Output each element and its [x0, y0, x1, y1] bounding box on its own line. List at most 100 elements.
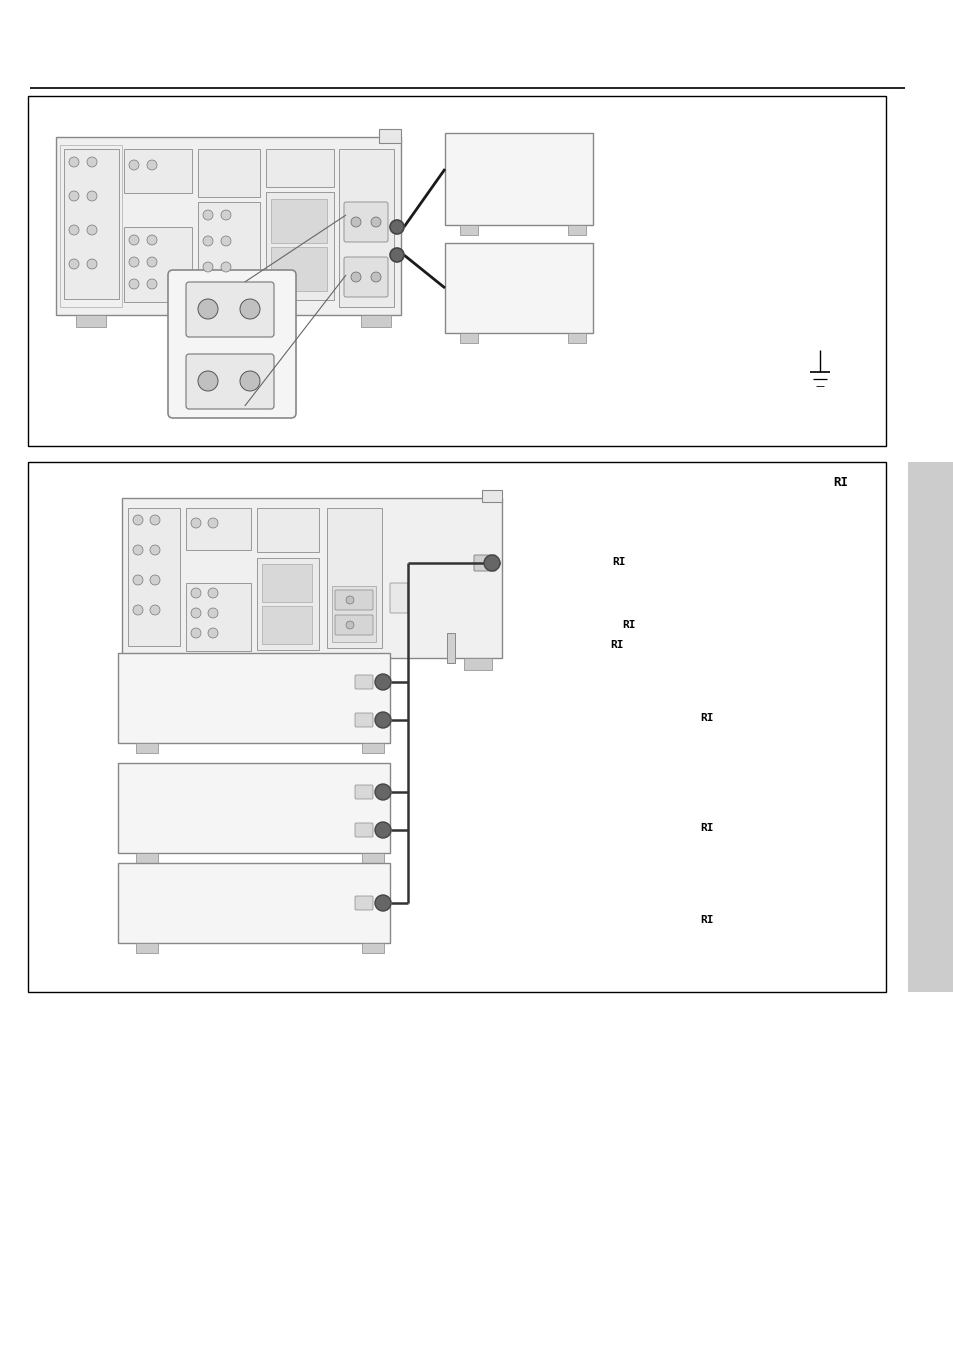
FancyBboxPatch shape: [355, 713, 373, 727]
Bar: [378, 128, 400, 143]
Bar: [136, 943, 158, 952]
Bar: [124, 149, 192, 193]
Circle shape: [208, 517, 218, 528]
Circle shape: [147, 235, 157, 245]
Circle shape: [375, 674, 391, 690]
FancyBboxPatch shape: [355, 823, 373, 838]
FancyBboxPatch shape: [355, 896, 373, 911]
Bar: [444, 243, 593, 332]
Bar: [444, 132, 593, 226]
FancyBboxPatch shape: [390, 584, 408, 613]
Bar: [271, 199, 327, 243]
Bar: [28, 462, 885, 992]
Circle shape: [87, 157, 97, 168]
Bar: [136, 852, 158, 863]
Circle shape: [69, 157, 79, 168]
Circle shape: [129, 280, 139, 289]
Text: RI: RI: [621, 620, 635, 630]
Bar: [567, 226, 585, 235]
Circle shape: [191, 628, 201, 638]
Circle shape: [346, 596, 354, 604]
FancyBboxPatch shape: [335, 615, 373, 635]
Text: RI: RI: [832, 476, 847, 489]
Circle shape: [203, 209, 213, 220]
Bar: [271, 247, 327, 290]
Circle shape: [371, 218, 380, 227]
Bar: [463, 658, 492, 670]
Text: RI: RI: [609, 640, 623, 650]
Circle shape: [208, 628, 218, 638]
FancyBboxPatch shape: [186, 282, 274, 336]
Bar: [459, 226, 477, 235]
Circle shape: [191, 517, 201, 528]
Circle shape: [240, 372, 260, 390]
Circle shape: [150, 605, 160, 615]
Circle shape: [69, 190, 79, 201]
Circle shape: [198, 299, 218, 319]
Bar: [266, 149, 334, 186]
Text: RI: RI: [700, 713, 713, 723]
FancyBboxPatch shape: [335, 590, 373, 611]
Circle shape: [129, 257, 139, 267]
Circle shape: [132, 605, 143, 615]
Circle shape: [132, 515, 143, 526]
Bar: [256, 558, 318, 650]
Circle shape: [69, 259, 79, 269]
FancyBboxPatch shape: [186, 354, 274, 409]
Bar: [262, 563, 312, 603]
Bar: [124, 227, 192, 303]
FancyBboxPatch shape: [344, 257, 388, 297]
Bar: [56, 136, 400, 315]
Circle shape: [390, 249, 403, 262]
Bar: [567, 332, 585, 343]
Circle shape: [147, 159, 157, 170]
Circle shape: [208, 588, 218, 598]
Bar: [327, 508, 381, 648]
Bar: [447, 634, 455, 663]
FancyBboxPatch shape: [355, 785, 373, 798]
Bar: [28, 96, 885, 446]
Bar: [118, 863, 390, 943]
Circle shape: [69, 226, 79, 235]
Bar: [186, 508, 251, 550]
Bar: [338, 149, 394, 307]
Bar: [122, 499, 501, 658]
Circle shape: [147, 280, 157, 289]
Circle shape: [150, 576, 160, 585]
Bar: [361, 943, 384, 952]
Text: RI: RI: [700, 915, 713, 925]
FancyBboxPatch shape: [474, 555, 496, 571]
Circle shape: [87, 226, 97, 235]
Bar: [198, 203, 260, 303]
Circle shape: [371, 272, 380, 282]
Bar: [481, 490, 501, 503]
Circle shape: [129, 235, 139, 245]
Bar: [360, 315, 391, 327]
Bar: [118, 653, 390, 743]
Circle shape: [203, 262, 213, 272]
Circle shape: [390, 220, 403, 234]
Circle shape: [346, 621, 354, 630]
Bar: [60, 145, 122, 307]
Circle shape: [87, 259, 97, 269]
Bar: [128, 508, 180, 646]
Circle shape: [150, 515, 160, 526]
Text: RI: RI: [612, 557, 625, 567]
Bar: [361, 743, 384, 753]
Circle shape: [221, 236, 231, 246]
Circle shape: [221, 262, 231, 272]
Circle shape: [150, 544, 160, 555]
Bar: [256, 508, 318, 553]
Bar: [266, 192, 334, 300]
Circle shape: [221, 209, 231, 220]
Circle shape: [87, 190, 97, 201]
FancyBboxPatch shape: [344, 203, 388, 242]
Circle shape: [375, 712, 391, 728]
Text: RI: RI: [700, 823, 713, 834]
Bar: [340, 168, 369, 195]
Bar: [76, 315, 106, 327]
Bar: [459, 332, 477, 343]
Circle shape: [203, 236, 213, 246]
Circle shape: [240, 299, 260, 319]
Bar: [361, 852, 384, 863]
